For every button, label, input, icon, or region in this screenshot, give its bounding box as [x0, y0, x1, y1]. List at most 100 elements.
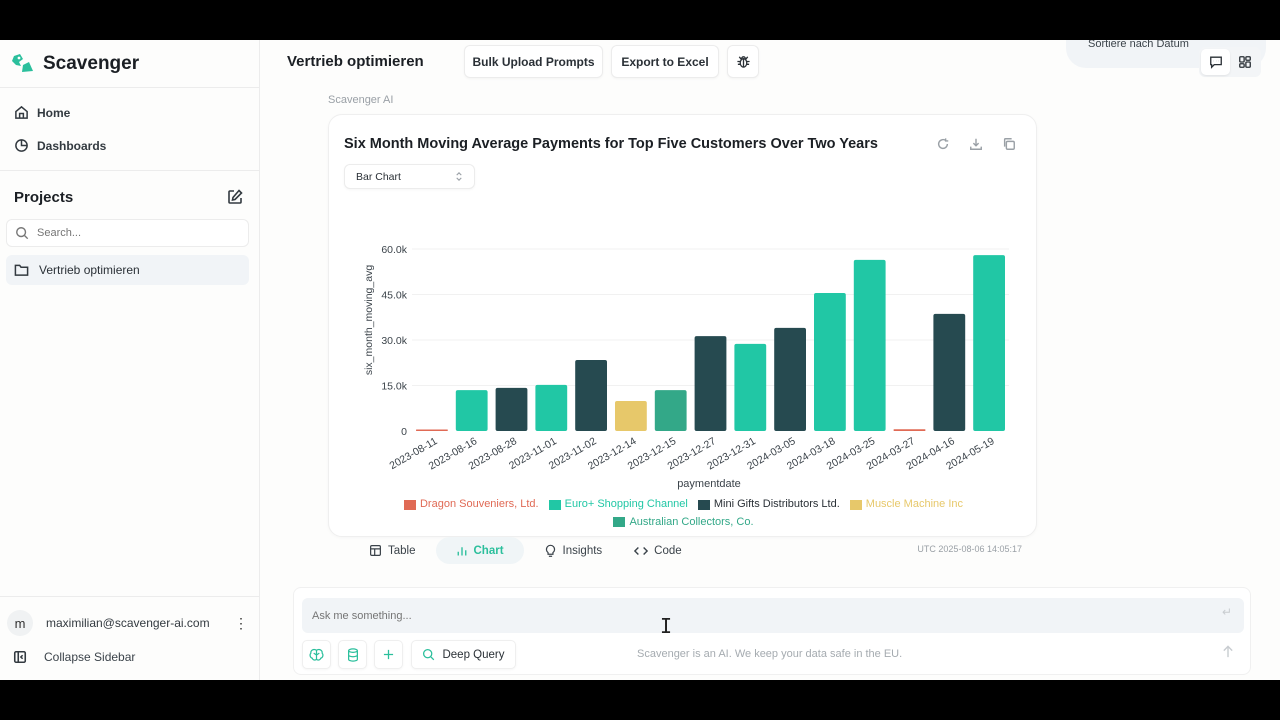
- chat-view-button[interactable]: [1201, 49, 1230, 75]
- debug-button[interactable]: [727, 45, 759, 78]
- bar[interactable]: [654, 390, 687, 431]
- bug-icon: [736, 56, 750, 68]
- legend-swatch: [548, 499, 561, 510]
- sidebar: Scavenger Home Dashboards Projects Vertr…: [0, 40, 260, 680]
- copy-button[interactable]: [1000, 135, 1018, 153]
- user-email: maximilian@scavenger-ai.com: [46, 616, 210, 630]
- app-window: Scavenger Home Dashboards Projects Vertr…: [0, 40, 1280, 680]
- pie-chart-icon: [15, 139, 28, 152]
- chart-type-select[interactable]: Bar Chart: [344, 164, 475, 189]
- collapse-sidebar-label: Collapse Sidebar: [44, 650, 136, 664]
- message-sender: Scavenger AI: [328, 94, 394, 106]
- lightbulb-icon: [545, 544, 555, 557]
- add-button[interactable]: [374, 640, 403, 669]
- nav-label-dashboards: Dashboards: [37, 138, 107, 153]
- grid-icon: [1238, 56, 1251, 68]
- nav-item-dashboards[interactable]: Dashboards: [0, 129, 259, 162]
- collapse-sidebar-icon: [13, 650, 27, 664]
- legend-item[interactable]: Muscle Machine Inc: [849, 497, 963, 512]
- chart-title: Six Month Moving Average Payments for To…: [344, 136, 878, 152]
- view-toggle: [1199, 47, 1261, 77]
- legend-swatch: [403, 499, 416, 510]
- tab-table[interactable]: Table: [357, 537, 428, 564]
- legend-item[interactable]: Mini Gifts Distributors Ltd.: [697, 497, 840, 512]
- collapse-sidebar-button[interactable]: Collapse Sidebar: [0, 643, 259, 671]
- tab-chart[interactable]: Chart: [435, 537, 524, 564]
- composer: ↵ Deep Query Scavenger is an AI. We keep…: [293, 587, 1251, 675]
- bar[interactable]: [853, 259, 886, 431]
- bar[interactable]: [455, 390, 488, 431]
- export-to-excel-button[interactable]: Export to Excel: [611, 45, 719, 78]
- y-tick-label: 60.0k: [381, 244, 407, 256]
- new-project-edit-icon[interactable]: [227, 189, 243, 205]
- project-item-label: Vertrieb optimieren: [39, 263, 140, 277]
- y-tick-label: 30.0k: [381, 335, 407, 347]
- legend-item[interactable]: Euro+ Shopping Channel: [548, 497, 688, 512]
- user-row[interactable]: m maximilian@scavenger-ai.com ⋮: [0, 603, 259, 643]
- bar[interactable]: [495, 387, 528, 431]
- bar[interactable]: [734, 343, 767, 431]
- legend-item[interactable]: Dragon Souveniers, Ltd.: [403, 497, 539, 512]
- tab-code-label: Code: [654, 544, 682, 557]
- bar[interactable]: [774, 327, 806, 431]
- legend-swatch: [697, 499, 710, 510]
- brain-button[interactable]: [302, 640, 331, 669]
- database-button[interactable]: [338, 640, 367, 669]
- y-tick-label: 15.0k: [381, 381, 407, 393]
- bar[interactable]: [416, 429, 448, 432]
- nav-item-home[interactable]: Home: [0, 96, 259, 129]
- message-icon: [1209, 56, 1222, 69]
- bar[interactable]: [615, 401, 647, 431]
- ask-input[interactable]: [302, 598, 1244, 633]
- download-button[interactable]: [967, 135, 985, 153]
- project-item[interactable]: Vertrieb optimieren: [6, 255, 249, 285]
- deep-query-label: Deep Query: [442, 648, 505, 661]
- brand[interactable]: Scavenger: [0, 40, 259, 88]
- bar[interactable]: [535, 384, 568, 431]
- bar[interactable]: [575, 360, 607, 431]
- project-search-input[interactable]: [37, 227, 237, 239]
- sort-label: Sortiere nach Datum: [1088, 40, 1189, 50]
- legend-swatch: [849, 499, 862, 510]
- search-icon: [16, 227, 29, 240]
- plus-icon: [383, 649, 394, 660]
- bar-chart-icon: [457, 546, 466, 555]
- y-axis-label: six_month_moving_avg: [363, 265, 375, 375]
- refresh-icon: [937, 138, 949, 150]
- y-tick-label: 0: [401, 426, 407, 438]
- bar[interactable]: [814, 293, 846, 431]
- deep-query-button[interactable]: Deep Query: [411, 640, 516, 669]
- card-actions: [934, 135, 1018, 153]
- bar[interactable]: [694, 336, 727, 431]
- tab-code[interactable]: Code: [622, 537, 694, 564]
- refresh-button[interactable]: [934, 135, 952, 153]
- database-icon: [347, 647, 358, 662]
- projects-title: Projects: [14, 188, 74, 206]
- tab-insights[interactable]: Insights: [532, 537, 615, 564]
- bulk-upload-prompts-button[interactable]: Bulk Upload Prompts: [464, 45, 603, 78]
- more-options-icon[interactable]: ⋮: [234, 614, 248, 631]
- bar[interactable]: [893, 429, 926, 431]
- scavenger-logo-icon: [12, 53, 33, 72]
- bar[interactable]: [973, 255, 1005, 431]
- send-arrow-icon[interactable]: [1222, 645, 1234, 658]
- tab-insights-label: Insights: [562, 544, 603, 557]
- nav-label-home: Home: [37, 105, 71, 120]
- tab-chart-label: Chart: [473, 544, 504, 557]
- bar[interactable]: [933, 313, 966, 431]
- chevron-up-down-icon: [456, 172, 462, 181]
- grid-view-button[interactable]: [1230, 49, 1259, 75]
- timestamp: UTC 2025-08-06 14:05:17: [917, 544, 1022, 554]
- x-axis-label: paymentdate: [677, 478, 741, 490]
- disclaimer: Scavenger is an AI. We keep your data sa…: [637, 648, 903, 660]
- legend-item[interactable]: Australian Collectors, Co.: [613, 515, 754, 530]
- legend-swatch: [613, 517, 626, 527]
- legend-label: Australian Collectors, Co.: [629, 515, 754, 528]
- legend-label: Muscle Machine Inc: [865, 498, 963, 510]
- brand-name: Scavenger: [43, 52, 140, 74]
- table-icon: [370, 545, 381, 556]
- enter-icon: ↵: [1221, 605, 1232, 619]
- project-search[interactable]: [6, 219, 249, 247]
- code-icon: [634, 546, 649, 555]
- chart-legend: Dragon Souveniers, Ltd. Euro+ Shopping Ch…: [329, 497, 1038, 532]
